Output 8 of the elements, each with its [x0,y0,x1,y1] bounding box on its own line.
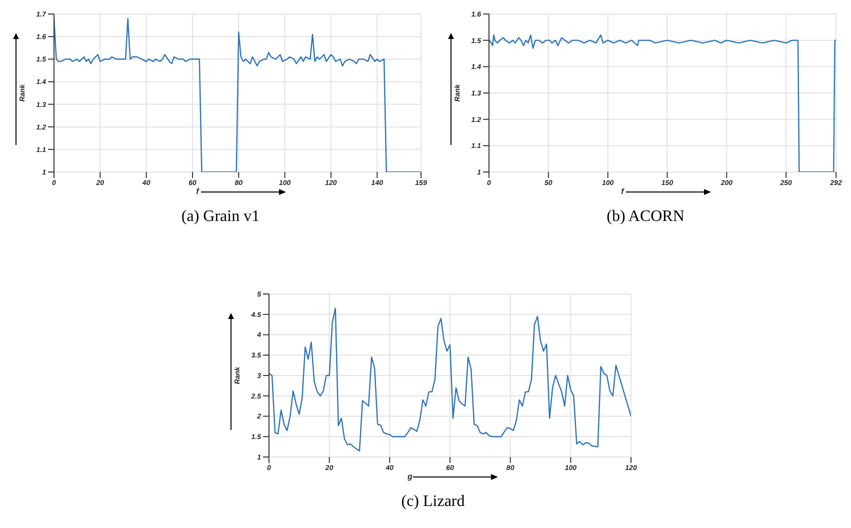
text: (a) Grain v1 [180,208,261,226]
line-series [54,18,421,172]
x-axis-title: g [406,472,413,481]
text: (c) Lizard [400,493,466,511]
x-axis-title: f [196,187,200,196]
line-series [269,308,631,452]
x-axis-title: f [621,187,626,196]
text: (b) ACORN [606,208,686,226]
